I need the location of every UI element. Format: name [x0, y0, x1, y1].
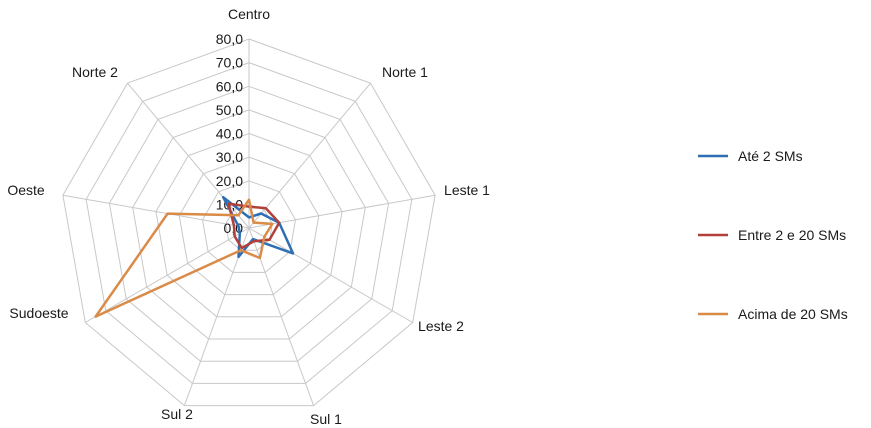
category-label: Norte 1 — [382, 64, 428, 80]
tick-label: 80,0 — [216, 31, 243, 47]
grid-spoke — [248, 82, 371, 229]
grid-spoke — [248, 194, 436, 229]
grid-spoke — [248, 227, 413, 323]
grid-ring — [201, 180, 297, 273]
legend-label: Até 2 SMs — [738, 148, 803, 164]
series-lines — [94, 195, 295, 318]
grid-ring — [132, 109, 366, 340]
grid-spoke — [62, 194, 250, 229]
grid-ring — [85, 62, 413, 384]
tick-label: 20,0 — [216, 173, 243, 189]
legend-label: Entre 2 e 20 SMs — [738, 227, 846, 243]
grid-ring — [155, 132, 343, 318]
category-label: Centro — [228, 6, 270, 22]
category-label: Leste 1 — [444, 182, 490, 198]
category-labels: Centro Norte 1 Leste 1 Leste 2 Sul 1 Sul 2 Sud… — [7, 6, 490, 427]
category-label: Leste 2 — [418, 318, 464, 334]
tick-label: 50,0 — [216, 102, 243, 118]
legend-label: Acima de 20 SMs — [738, 306, 848, 322]
tick-label: 30,0 — [216, 149, 243, 165]
category-label: Sudoeste — [9, 305, 68, 321]
legend: Até 2 SMs Entre 2 e 20 SMs Acima de 20 SMs — [698, 148, 848, 322]
category-label: Norte 2 — [72, 64, 118, 80]
category-label: Sul 1 — [310, 411, 342, 427]
grid-spoke — [85, 227, 250, 323]
tick-label: 70,0 — [216, 55, 243, 71]
series-line — [94, 198, 274, 318]
tick-label: 60,0 — [216, 78, 243, 94]
category-label: Sul 2 — [161, 406, 193, 422]
tick-label: 40,0 — [216, 126, 243, 142]
radar-grid — [62, 38, 436, 407]
grid-ring — [62, 38, 436, 407]
grid-ring — [178, 156, 320, 296]
category-label: Oeste — [7, 182, 45, 198]
grid-ring — [108, 85, 390, 362]
